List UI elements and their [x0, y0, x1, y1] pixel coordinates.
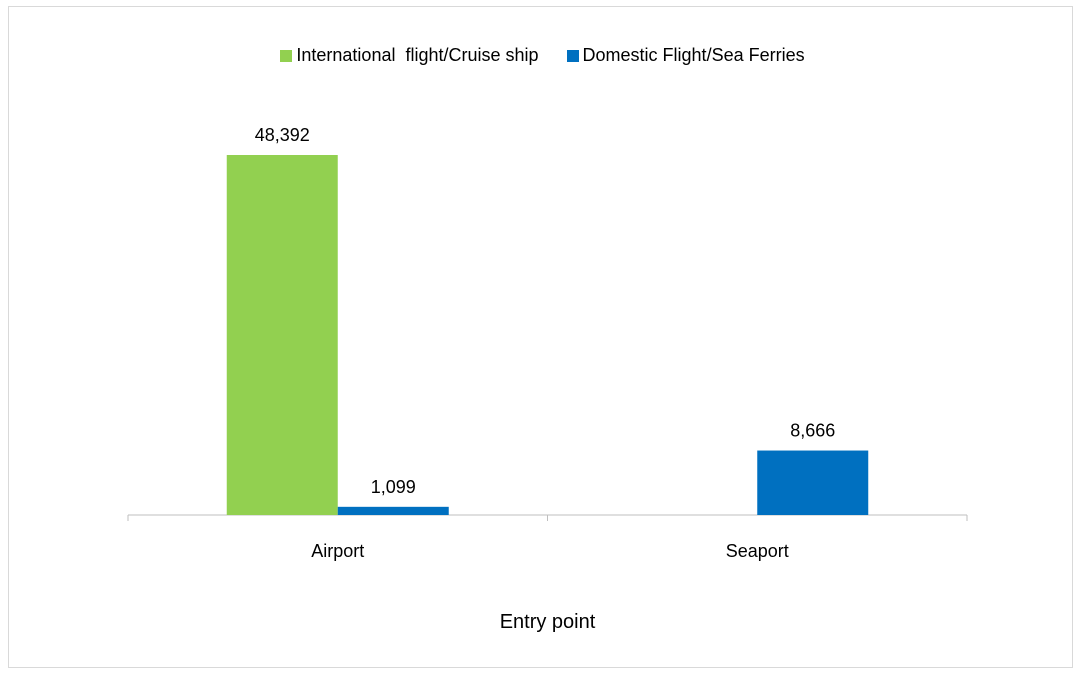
legend-label-international: International flight/Cruise ship: [296, 45, 539, 65]
legend-item-international: International flight/Cruise ship: [280, 45, 539, 66]
legend-label-domestic: Domestic Flight/Sea Ferries: [582, 45, 805, 65]
legend-swatch-international: [280, 49, 293, 62]
x-axis-title: Entry point: [500, 611, 596, 633]
x-tick-label: Seaport: [726, 541, 789, 561]
data-label: 48,392: [255, 125, 310, 145]
legend: International flight/Cruise ship Domesti…: [0, 45, 1085, 66]
x-tick-label: Airport: [311, 541, 364, 561]
data-label: 8,666: [790, 421, 835, 441]
bar-seaport-domestic: [757, 450, 869, 515]
bar-airport-international: [226, 155, 338, 515]
legend-swatch-domestic: [566, 49, 579, 62]
data-label: 1,099: [371, 477, 416, 497]
bar-airport-domestic: [337, 506, 449, 515]
chart-frame: [8, 6, 1073, 668]
legend-item-domestic: Domestic Flight/Sea Ferries: [566, 45, 805, 66]
